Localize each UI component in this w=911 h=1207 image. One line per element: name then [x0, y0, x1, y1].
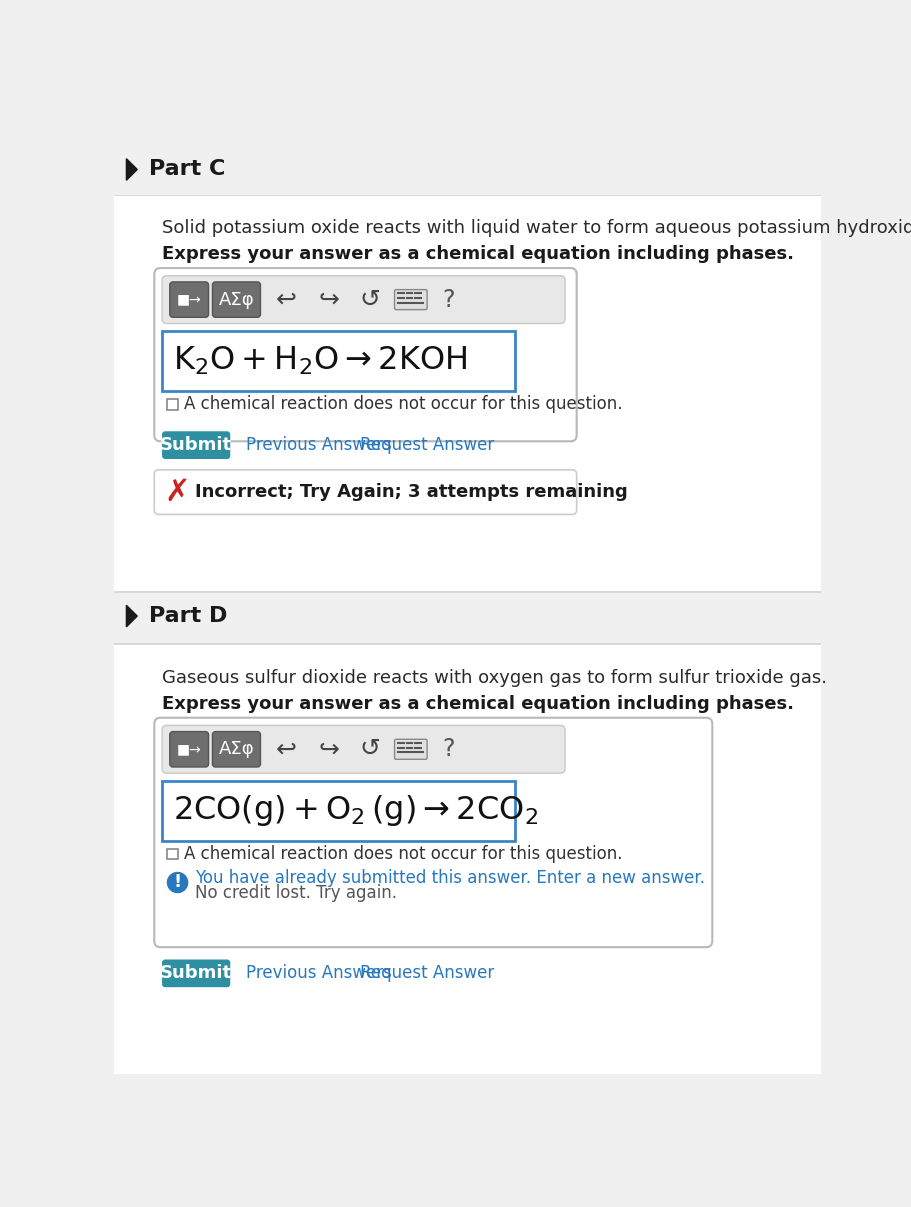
Text: ■→: ■→ [177, 742, 201, 757]
Text: Express your answer as a chemical equation including phases.: Express your answer as a chemical equati… [162, 695, 793, 713]
FancyBboxPatch shape [212, 282, 261, 317]
FancyBboxPatch shape [154, 718, 711, 947]
FancyBboxPatch shape [169, 282, 209, 317]
Polygon shape [127, 605, 137, 626]
Circle shape [168, 873, 188, 892]
Text: AΣφ: AΣφ [219, 740, 254, 758]
Text: No credit lost. Try again.: No credit lost. Try again. [194, 885, 396, 903]
Bar [114, 645, 820, 1074]
Text: Incorrect; Try Again; 3 attempts remaining: Incorrect; Try Again; 3 attempts remaini… [194, 483, 627, 501]
FancyBboxPatch shape [154, 268, 576, 442]
Text: ↪: ↪ [318, 287, 339, 311]
Text: Request Answer: Request Answer [360, 964, 494, 982]
Bar [114, 591, 820, 593]
FancyBboxPatch shape [212, 731, 261, 766]
Bar [114, 197, 820, 593]
Text: $\mathrm{2CO(g) + O_2\,(g) \rightarrow 2CO_2}$: $\mathrm{2CO(g) + O_2\,(g) \rightarrow 2… [173, 793, 537, 828]
FancyBboxPatch shape [162, 960, 230, 987]
Text: ↺: ↺ [359, 287, 380, 311]
FancyBboxPatch shape [162, 431, 230, 459]
FancyBboxPatch shape [162, 725, 565, 774]
Text: ■→: ■→ [177, 292, 201, 307]
Text: ↪: ↪ [318, 737, 339, 762]
Bar [167, 400, 178, 409]
Text: ?: ? [442, 737, 455, 762]
FancyBboxPatch shape [169, 731, 209, 766]
FancyBboxPatch shape [162, 275, 565, 323]
Text: $\mathrm{K_2O + H_2O \rightarrow 2KOH}$: $\mathrm{K_2O + H_2O \rightarrow 2KOH}$ [173, 345, 466, 378]
Text: Solid potassium oxide reacts with liquid water to form aqueous potassium hydroxi: Solid potassium oxide reacts with liquid… [162, 218, 911, 237]
Text: Part D: Part D [148, 606, 227, 626]
Text: ?: ? [442, 287, 455, 311]
Text: Part C: Part C [148, 159, 225, 180]
FancyBboxPatch shape [154, 470, 576, 514]
Bar [114, 194, 820, 197]
Text: You have already submitted this answer. Enter a new answer.: You have already submitted this answer. … [194, 869, 704, 887]
Text: !: ! [173, 874, 181, 892]
Bar [162, 331, 514, 391]
Text: A chemical reaction does not occur for this question.: A chemical reaction does not occur for t… [183, 845, 621, 863]
Text: Express your answer as a chemical equation including phases.: Express your answer as a chemical equati… [162, 245, 793, 263]
FancyBboxPatch shape [394, 290, 426, 310]
Bar [114, 145, 820, 194]
Text: ✗: ✗ [165, 478, 190, 507]
Text: Submit: Submit [160, 964, 232, 982]
Bar [162, 781, 514, 841]
Text: Gaseous sulfur dioxide reacts with oxygen gas to form sulfur trioxide gas.: Gaseous sulfur dioxide reacts with oxyge… [162, 669, 826, 687]
FancyBboxPatch shape [394, 739, 426, 759]
Text: Submit: Submit [160, 436, 232, 454]
Text: A chemical reaction does not occur for this question.: A chemical reaction does not occur for t… [183, 396, 621, 413]
Text: Previous Answers: Previous Answers [245, 964, 391, 982]
Text: AΣφ: AΣφ [219, 291, 254, 309]
Bar [167, 849, 178, 859]
Bar [114, 593, 820, 643]
Text: Previous Answers: Previous Answers [245, 436, 391, 454]
Text: ↩: ↩ [275, 737, 296, 762]
Polygon shape [127, 158, 137, 180]
Text: ↺: ↺ [359, 737, 380, 762]
Text: Request Answer: Request Answer [360, 436, 494, 454]
Text: ↩: ↩ [275, 287, 296, 311]
Bar [114, 643, 820, 645]
